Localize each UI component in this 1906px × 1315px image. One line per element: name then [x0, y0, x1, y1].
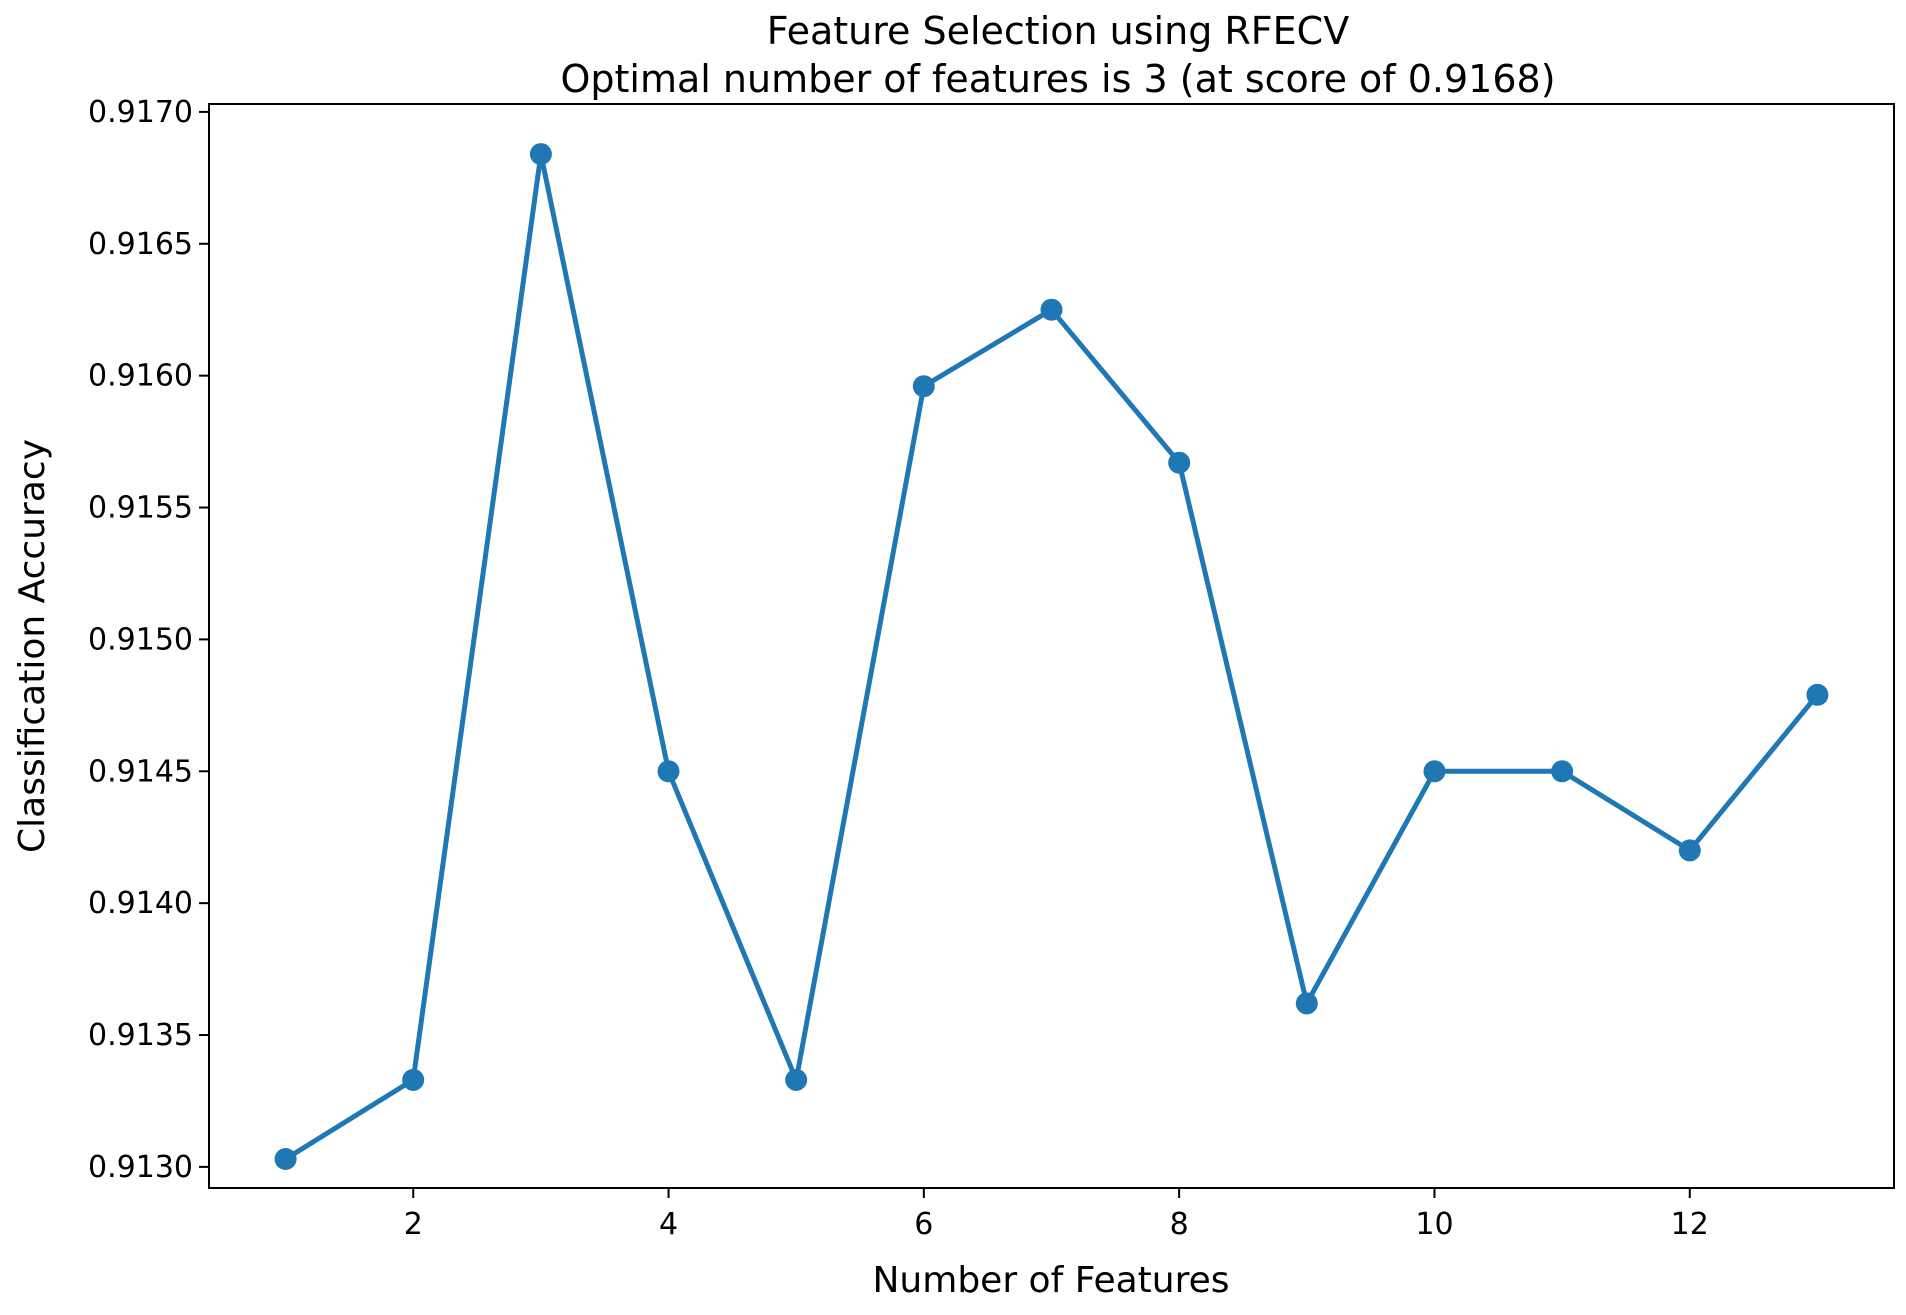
data-point	[1551, 760, 1574, 783]
y-tick-label: 0.9160	[88, 359, 193, 394]
x-tick-label: 8	[1170, 1207, 1189, 1242]
data-point	[1295, 992, 1318, 1015]
data-point	[529, 143, 552, 166]
series-layer	[274, 143, 1829, 1170]
data-point	[1168, 451, 1191, 474]
y-tick-label: 0.9140	[88, 886, 193, 921]
y-axis-label: Classification Accuracy	[12, 439, 53, 853]
y-tick-label: 0.9145	[88, 754, 193, 789]
y-axis: 0.9130 0.9135 0.9140 0.9145 0.9150 0.9155 0.91…	[88, 95, 209, 1185]
y-tick-label: 0.9170	[88, 95, 193, 130]
data-point	[912, 375, 935, 398]
data-point	[785, 1068, 808, 1091]
y-tick-label: 0.9130	[88, 1150, 193, 1185]
data-point	[1678, 839, 1701, 862]
x-axis-label: Number of Features	[873, 1260, 1230, 1301]
x-tick-label: 10	[1415, 1207, 1453, 1242]
chart-title: Feature Selection using RFECV	[767, 9, 1349, 53]
y-tick-label: 0.9165	[88, 227, 193, 262]
data-point	[1806, 683, 1829, 706]
x-tick-label: 6	[914, 1207, 933, 1242]
y-tick-label: 0.9150	[88, 622, 193, 657]
data-point	[1040, 298, 1063, 321]
x-tick-label: 2	[404, 1207, 423, 1242]
data-point	[1423, 760, 1446, 783]
y-tick-label: 0.9155	[88, 491, 193, 526]
data-point	[274, 1148, 297, 1170]
data-point	[657, 760, 680, 783]
x-axis: 2 4 6 8 10 12	[404, 1188, 1709, 1242]
y-tick-label: 0.9135	[88, 1018, 193, 1053]
x-tick-label: 4	[659, 1207, 678, 1242]
x-tick-label: 12	[1671, 1207, 1709, 1242]
plot-frame	[208, 103, 1895, 1189]
chart-subtitle: Optimal number of features is 3 (at scor…	[560, 57, 1555, 101]
data-point	[402, 1068, 425, 1091]
